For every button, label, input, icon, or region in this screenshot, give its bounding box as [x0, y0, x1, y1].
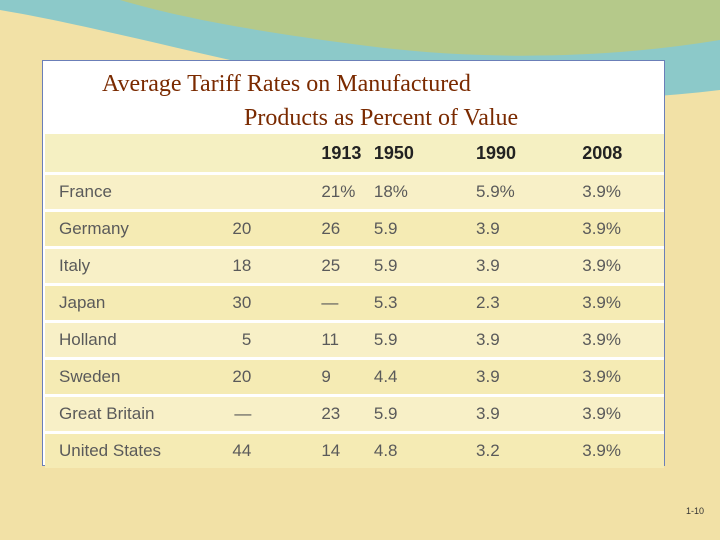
value-cell: 3.9% [582, 360, 664, 394]
value-cell: 3.2 [476, 434, 583, 468]
value-cell: 5 [202, 323, 252, 357]
value-cell: 3.9 [476, 360, 583, 394]
table-row: United States 44 14 4.8 3.2 3.9% [45, 434, 664, 468]
value-cell: 5.9 [373, 249, 477, 283]
value-cell: 5.3 [373, 286, 477, 320]
value-cell: 3.9% [582, 286, 664, 320]
value-cell: 44 [202, 434, 252, 468]
slide-title-line1: Average Tariff Rates on Manufactured [102, 71, 471, 97]
header-1990: 1990 [476, 134, 583, 172]
table-row: Sweden 20 9 4.4 3.9 3.9% [45, 360, 664, 394]
header-1950: 1950 [373, 134, 477, 172]
country-cell: Great Britain [45, 397, 203, 431]
country-cell: France [45, 175, 203, 209]
value-cell [202, 175, 252, 209]
value-cell: 23 [251, 397, 374, 431]
value-cell: 20 [202, 212, 252, 246]
value-cell: 3.9% [582, 212, 664, 246]
value-cell: 26 [251, 212, 374, 246]
value-cell: 5.9 [373, 397, 477, 431]
table-row: Great Britain — 23 5.9 3.9 3.9% [45, 397, 664, 431]
value-cell: 9 [251, 360, 374, 394]
value-cell: 3.9% [582, 249, 664, 283]
header-cell [45, 134, 203, 172]
country-cell: Sweden [45, 360, 203, 394]
value-cell: — [251, 286, 374, 320]
value-cell: 2.3 [476, 286, 583, 320]
value-cell: 30 [202, 286, 252, 320]
header-1913: 1913 [251, 134, 374, 172]
table-row: Germany 20 26 5.9 3.9 3.9% [45, 212, 664, 246]
country-cell: Holland [45, 323, 203, 357]
table-header-row: 1913 1950 1990 2008 [45, 134, 664, 172]
value-cell: 3.9 [476, 323, 583, 357]
table-row: Italy 18 25 5.9 3.9 3.9% [45, 249, 664, 283]
value-cell: 3.9% [582, 175, 664, 209]
country-cell: Italy [45, 249, 203, 283]
slide-number: 1-10 [686, 506, 705, 516]
value-cell: 4.8 [373, 434, 477, 468]
table-row: France 21% 18% 5.9% 3.9% [45, 175, 664, 209]
value-cell: 3.9 [476, 397, 583, 431]
country-cell: Japan [45, 286, 203, 320]
value-cell: 3.9% [582, 397, 664, 431]
title-box: Average Tariff Rates on Manufactured Pro… [43, 61, 664, 131]
country-cell: United States [45, 434, 203, 468]
value-cell: 18% [373, 175, 477, 209]
header-2008: 2008 [582, 134, 664, 172]
value-cell: 25 [251, 249, 374, 283]
value-cell: 20 [202, 360, 252, 394]
value-cell: 21% [251, 175, 374, 209]
value-cell: 18 [202, 249, 252, 283]
value-cell: — [202, 397, 252, 431]
tariff-table: 1913 1950 1990 2008 France 21% 18% 5.9% … [45, 131, 664, 471]
value-cell: 5.9 [373, 323, 477, 357]
value-cell: 3.9% [582, 323, 664, 357]
table-row: Japan 30 — 5.3 2.3 3.9% [45, 286, 664, 320]
tariff-table-container: 1913 1950 1990 2008 France 21% 18% 5.9% … [45, 134, 664, 468]
value-cell: 11 [251, 323, 374, 357]
value-cell: 4.4 [373, 360, 477, 394]
table-row: Holland 5 11 5.9 3.9 3.9% [45, 323, 664, 357]
country-cell: Germany [45, 212, 203, 246]
value-cell: 14 [251, 434, 374, 468]
value-cell: 3.9 [476, 212, 583, 246]
value-cell: 5.9 [373, 212, 477, 246]
value-cell: 3.9 [476, 249, 583, 283]
header-cell [202, 134, 252, 172]
value-cell: 5.9% [476, 175, 583, 209]
value-cell: 3.9% [582, 434, 664, 468]
slide-title-line2: Products as Percent of Value [244, 105, 519, 131]
